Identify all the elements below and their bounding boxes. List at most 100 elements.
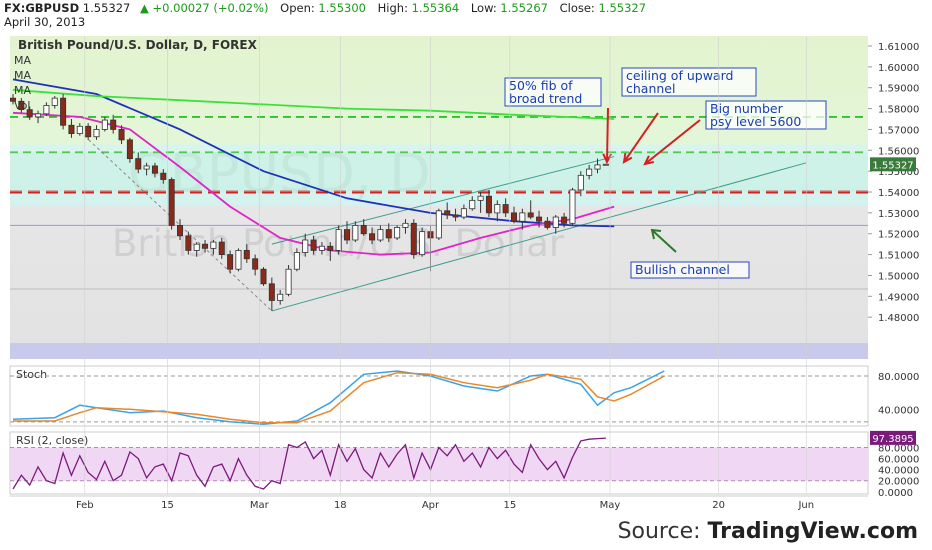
candle-body [252, 258, 259, 270]
open-label: Open: [280, 1, 315, 15]
stoch-pane[interactable]: Stoch 80.0000 40.0000 [9, 365, 919, 427]
candle-body [335, 229, 342, 251]
candle-body [243, 250, 250, 260]
price-tick-label: 1.61000 [878, 42, 919, 53]
stoch-axis: 80.0000 40.0000 [878, 372, 919, 416]
candle-body [477, 195, 484, 201]
candle-body [327, 245, 334, 251]
bullish-channel [79, 131, 807, 312]
candle-body [569, 189, 576, 224]
fib-annotation-text: broad trend [509, 91, 582, 106]
price-tick-label: 1.59000 [878, 84, 919, 95]
candle-body [76, 125, 83, 135]
candle-body [552, 216, 559, 228]
candle-body [110, 119, 117, 130]
ceiling-annotation-box [621, 67, 757, 97]
candle-body [260, 268, 267, 285]
green-arrow-icon [651, 229, 677, 253]
price-tick-label: 1.56000 [878, 146, 919, 157]
candle-body [118, 129, 125, 141]
bullish-channel-annotation-box [630, 261, 750, 279]
close-label: Close: [559, 1, 595, 15]
time-tick-label: 15 [503, 500, 516, 511]
red-arrowhead [643, 155, 654, 166]
rsi-pane[interactable]: RSI (2, close) 80.000060.000040.000020.0… [9, 430, 919, 499]
price-tick-label: 1.58000 [878, 105, 919, 116]
fib-annotation-text: 50% fib of [509, 78, 573, 93]
candle-body [502, 204, 509, 214]
candle-body [360, 224, 367, 235]
candle-body [302, 239, 309, 253]
candle-body [101, 119, 108, 130]
candle-body [435, 210, 442, 239]
candle-body [444, 210, 451, 216]
volume-band [10, 343, 868, 359]
price-tick-label: 1.48000 [878, 313, 919, 324]
header-date: April 30, 2013 [4, 15, 86, 29]
legend: MA MA MA Vol [14, 54, 31, 112]
candle-body [268, 283, 275, 301]
candle-body [193, 243, 200, 251]
stoch-line [13, 371, 665, 424]
price-change: +0.00027 (+0.02%) [152, 1, 269, 15]
big-number-annotation-text: psy level 5600 [710, 114, 801, 129]
candle-body [494, 204, 501, 214]
candle-body [18, 100, 25, 111]
symbol-header: FX:GBPUSD 1.55327 ▲ +0.00027 (+0.02%) Op… [4, 1, 654, 15]
legend-entry: MA [14, 54, 31, 67]
price-tick-label: 1.50000 [878, 271, 919, 282]
candle-body [235, 250, 242, 270]
candle-body [343, 229, 350, 241]
candle-body [9, 97, 16, 102]
fib-annotation-box [504, 77, 602, 107]
rsi-tick-label: 0.0000 [878, 488, 913, 499]
downtrend-dotted-line [79, 131, 273, 312]
last-price: 1.55327 [82, 1, 131, 15]
candle-body [185, 235, 192, 251]
candle-body [402, 222, 409, 228]
candle-body [485, 195, 492, 214]
candle-body [168, 179, 175, 226]
green-arrowhead [650, 228, 662, 240]
price-tick-label: 1.55000 [878, 167, 919, 178]
high-value: 1.55364 [411, 1, 460, 15]
candle-body [277, 293, 284, 301]
candle-body [594, 164, 601, 170]
stoch-lines [10, 370, 868, 426]
time-tick-label: Apr [422, 500, 440, 511]
candle-body [561, 216, 568, 224]
time-tick-label: May [600, 500, 621, 511]
chart-title: British Pound/U.S. Dollar, D, FOREX [18, 38, 258, 52]
candle-body [35, 113, 42, 118]
ceiling-annotation-text: ceiling of upward [626, 68, 733, 83]
last-price-tag [870, 157, 916, 172]
red-arrow-icon [644, 119, 701, 165]
big-number-annotation-text: Big number [710, 101, 784, 116]
candle-body [352, 224, 359, 241]
candle-body [385, 229, 392, 239]
candle-body [469, 199, 476, 210]
rsi-line [12, 437, 606, 490]
channel-upper-line [271, 156, 615, 245]
candle-body [202, 243, 209, 249]
candle-body [510, 212, 517, 222]
price-tick-label: 1.51000 [878, 251, 919, 262]
candle-body [544, 220, 551, 228]
candle-body [143, 165, 150, 170]
source-brand: TradingView.com [707, 519, 918, 544]
time-tick-label: 15 [161, 500, 174, 511]
moving-average-line [12, 88, 615, 120]
candle-body [51, 97, 58, 106]
rsi-tick-label: 40.0000 [878, 466, 919, 477]
candle-body [68, 124, 75, 135]
candle-body [377, 229, 384, 241]
price-pane[interactable]: GBPUSD, D British Pound/U.S. Dollar Brit… [9, 36, 919, 359]
candle-body [318, 245, 325, 251]
candle-body [293, 252, 300, 270]
candle-body [577, 174, 584, 191]
rsi-last-tag [870, 430, 916, 445]
candle-body [602, 163, 609, 166]
